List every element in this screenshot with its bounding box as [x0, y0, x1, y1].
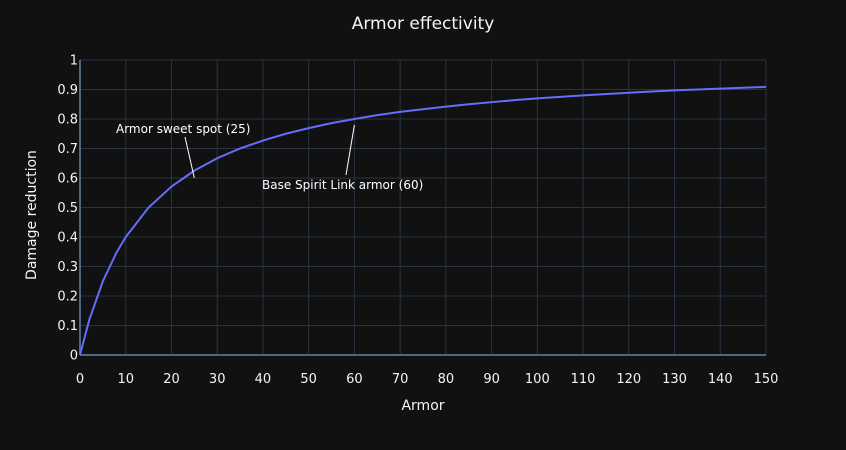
x-tick-label: 10: [117, 372, 134, 387]
chart-title: Armor effectivity: [352, 14, 495, 34]
x-tick-label: 110: [571, 372, 596, 387]
x-tick-label: 50: [300, 372, 317, 387]
y-tick-label: 0.5: [57, 201, 78, 216]
x-tick-label: 40: [255, 372, 272, 387]
series-layer: [79, 85, 767, 356]
annotation-arrow: [184, 136, 195, 179]
series-line: [79, 85, 767, 356]
x-tick-label: 20: [163, 372, 180, 387]
y-tick-label: 0.6: [57, 172, 78, 187]
y-tick-label: 0.3: [57, 260, 78, 275]
y-axis-title: Damage reduction: [24, 150, 40, 280]
y-tick-label: 0.4: [57, 231, 78, 246]
x-tick-label: 120: [616, 372, 641, 387]
x-tick-label: 150: [754, 372, 779, 387]
annotations: Armor sweet spot (25) Base Spirit Link ar…: [116, 122, 423, 192]
y-tick-label: 0.7: [57, 142, 78, 157]
y-tick-label: 0.1: [57, 319, 78, 334]
x-tick-label: 0: [76, 372, 84, 387]
grid-lines: [79, 59, 767, 356]
y-axis-ticks: 0 0.1 0.2 0.3 0.4 0.5 0.6 0.7 0.8 0.9 1: [57, 54, 78, 364]
y-tick-label: 1: [70, 54, 78, 69]
y-tick-label: 0.9: [57, 83, 78, 98]
annotation-spirit-link: Base Spirit Link armor (60): [262, 178, 423, 192]
x-tick-label: 90: [483, 372, 500, 387]
x-tick-label: 60: [346, 372, 363, 387]
y-tick-label: 0: [70, 349, 78, 364]
annotation-arrow: [345, 124, 355, 176]
x-axis-title: Armor: [401, 398, 444, 414]
x-tick-label: 30: [209, 372, 226, 387]
x-tick-label: 80: [438, 372, 455, 387]
x-axis-ticks: 0 10 20 30 40 50 60 70 80 90 100 110 120 130 140 150: [76, 372, 779, 387]
x-tick-label: 70: [392, 372, 409, 387]
x-tick-label: 130: [662, 372, 687, 387]
y-tick-label: 0.2: [57, 290, 78, 305]
x-tick-label: 100: [525, 372, 550, 387]
y-tick-label: 0.8: [57, 113, 78, 128]
x-tick-label: 140: [708, 372, 733, 387]
annotation-sweet-spot: Armor sweet spot (25): [116, 122, 250, 136]
